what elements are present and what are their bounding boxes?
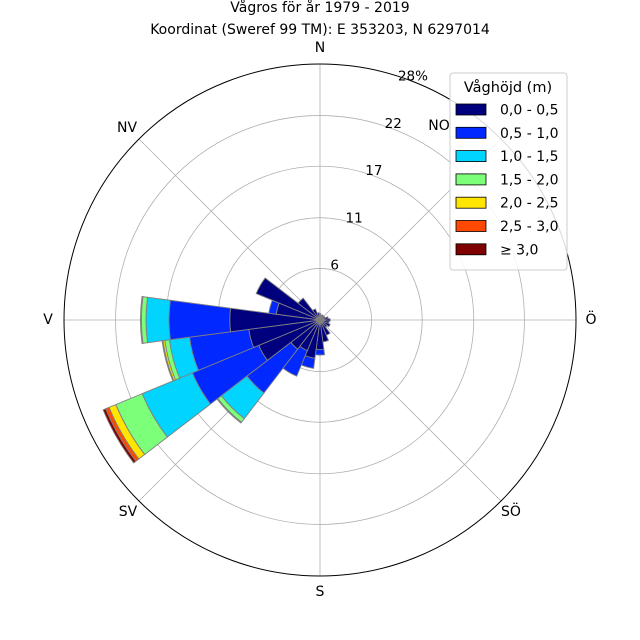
legend-label: 2,0 - 2,5 [500, 196, 558, 212]
rose-bar-segment [314, 348, 326, 356]
radial-tick-label: 17 [365, 163, 382, 179]
legend-swatch [455, 173, 487, 186]
direction-label: S [316, 584, 325, 600]
legend-swatch [455, 220, 487, 232]
direction-label: Ö [585, 310, 596, 328]
legend-swatch [455, 243, 487, 256]
legend-label: 0,0 - 0,5 [500, 103, 558, 119]
legend-label: 1,5 - 2,0 [500, 172, 558, 188]
direction-label: NV [117, 120, 137, 136]
rose-bar-segment [312, 308, 321, 321]
legend-title: Våghöjd (m) [464, 79, 552, 96]
radial-tick-label: 6 [330, 257, 339, 273]
radial-tick-label: 11 [346, 211, 363, 227]
grid-spoke [138, 138, 321, 321]
legend-label: ≥ 3,0 [500, 242, 538, 258]
rose-bars [102, 277, 331, 464]
rose-bar-segment [140, 296, 144, 344]
legend-items: 0,0 - 0,5 0,5 - 1,0 1,0 - 1,5 1,5 - 2,0 2,0 … [455, 103, 558, 258]
direction-label: NO [428, 118, 450, 134]
radial-tick-label: 28% [398, 68, 428, 84]
legend-label: 2,5 - 3,0 [500, 219, 558, 235]
rose-bar-segment [145, 296, 171, 344]
legend-label: 0,5 - 1,0 [500, 126, 558, 142]
polar-grid [64, 64, 576, 576]
polar-frame [63, 63, 577, 577]
legend-label: 1,0 - 1,5 [500, 149, 558, 165]
legend-swatch [455, 103, 487, 116]
chart-subtitle: Koordinat (Sweref 99 TM): E 353203, N 62… [150, 22, 490, 38]
radial-tick-labels: 6 11 17 22 28% [330, 68, 428, 273]
radial-tick-label: 22 [385, 116, 402, 132]
direction-label: N [315, 40, 325, 56]
legend-swatch [455, 196, 487, 209]
direction-labels: N NO Ö SÖ S SV V NV [43, 40, 596, 600]
grid-spoke [319, 319, 502, 502]
legend-swatch [455, 150, 487, 163]
rose-bar-segment [316, 312, 321, 321]
rose-bar-segment [255, 277, 321, 321]
legend-swatch [455, 126, 487, 139]
rose-bar-segment [297, 297, 321, 321]
chart-title: Vågros för år 1979 - 2019 [230, 0, 409, 16]
rose-bar-segment [102, 408, 137, 464]
direction-label: SV [119, 504, 138, 520]
direction-label: V [43, 312, 53, 328]
direction-label: SÖ [501, 502, 521, 520]
legend: Våghöjd (m) 0,0 - 0,5 0,5 - 1,0 1,0 - 1,5 1… [449, 72, 568, 271]
